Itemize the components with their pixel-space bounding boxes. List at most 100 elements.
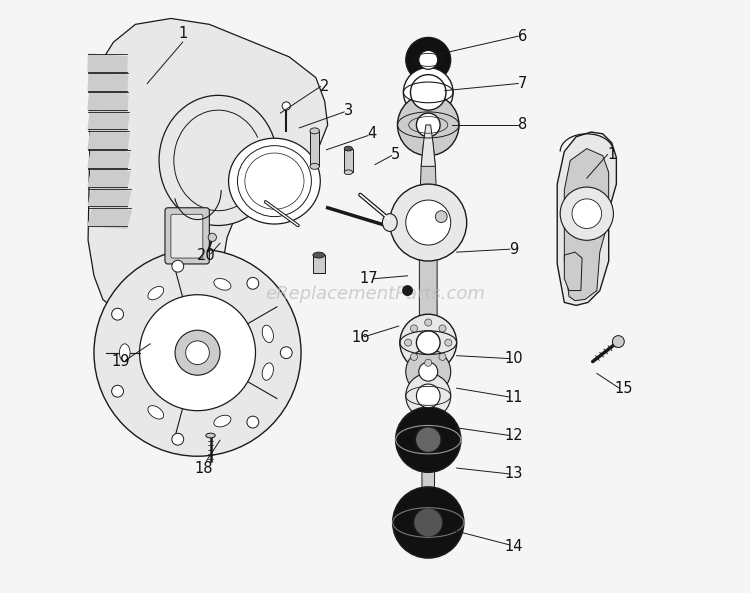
Bar [313,255,325,273]
Circle shape [404,339,412,346]
Text: 3: 3 [344,103,353,117]
Text: 12: 12 [505,428,524,443]
Text: 17: 17 [360,271,379,286]
Polygon shape [564,252,582,291]
Ellipse shape [148,286,164,300]
Circle shape [416,331,440,355]
Circle shape [280,347,292,359]
FancyBboxPatch shape [165,208,209,264]
Circle shape [400,314,457,371]
Circle shape [404,68,453,117]
Circle shape [393,487,464,558]
Text: 1: 1 [178,25,188,41]
Text: 13: 13 [505,467,524,482]
Polygon shape [88,131,129,152]
Text: 10: 10 [505,351,524,366]
Text: 1: 1 [607,147,616,162]
Circle shape [406,374,451,419]
Circle shape [140,295,256,411]
Circle shape [390,184,466,261]
Ellipse shape [262,363,274,380]
Text: 18: 18 [194,461,213,476]
Polygon shape [88,18,328,317]
Text: 5: 5 [391,147,400,162]
Circle shape [172,260,184,272]
Polygon shape [88,208,131,228]
Polygon shape [564,149,609,301]
Circle shape [410,325,418,332]
Ellipse shape [159,95,278,225]
Circle shape [406,200,451,245]
Text: 8: 8 [518,117,527,132]
Text: 14: 14 [505,538,524,554]
Text: 16: 16 [351,330,370,345]
Ellipse shape [262,325,274,343]
Circle shape [247,416,259,428]
Text: 15: 15 [614,381,633,396]
Text: 7: 7 [518,76,527,91]
Circle shape [424,359,432,366]
Circle shape [560,187,614,240]
Text: 2: 2 [320,79,329,94]
Ellipse shape [344,146,352,151]
Ellipse shape [148,406,164,419]
Ellipse shape [313,252,325,258]
Circle shape [416,426,441,452]
Polygon shape [88,189,130,209]
Polygon shape [88,111,129,132]
Polygon shape [422,125,435,167]
Ellipse shape [206,433,215,438]
Bar [344,149,352,172]
Ellipse shape [310,128,320,134]
Circle shape [209,233,217,241]
Text: 19: 19 [111,354,130,369]
Circle shape [435,211,447,222]
Circle shape [175,330,220,375]
Ellipse shape [229,138,320,224]
Ellipse shape [382,213,398,231]
Circle shape [410,75,446,110]
Circle shape [419,362,438,381]
Ellipse shape [310,164,320,170]
Circle shape [112,308,124,320]
Ellipse shape [119,344,130,362]
Circle shape [439,325,446,332]
Bar [310,131,320,167]
Circle shape [416,113,440,137]
Circle shape [396,407,460,472]
Polygon shape [88,73,128,94]
Circle shape [416,384,440,408]
Text: 4: 4 [368,126,376,141]
Circle shape [112,385,124,397]
Circle shape [172,433,184,445]
Circle shape [406,37,451,82]
Circle shape [94,249,301,456]
Circle shape [439,353,446,361]
Circle shape [424,319,432,326]
FancyBboxPatch shape [171,214,202,258]
Polygon shape [88,170,130,190]
Text: 11: 11 [505,390,524,404]
Text: 6: 6 [518,28,527,44]
Polygon shape [419,143,437,530]
Circle shape [406,349,451,394]
Ellipse shape [214,279,231,290]
Polygon shape [88,54,127,75]
Polygon shape [88,150,130,171]
Polygon shape [88,93,128,113]
Text: 20: 20 [197,248,216,263]
Circle shape [282,102,290,110]
Circle shape [403,286,412,295]
Circle shape [445,339,452,346]
Text: eReplacementParts.com: eReplacementParts.com [265,285,485,302]
Circle shape [572,199,602,228]
Text: 9: 9 [509,242,519,257]
Circle shape [419,50,438,69]
Circle shape [413,508,443,537]
Polygon shape [557,132,616,305]
Circle shape [398,94,459,156]
Ellipse shape [344,170,352,174]
Ellipse shape [214,415,231,427]
Circle shape [186,341,209,365]
Circle shape [410,353,418,361]
